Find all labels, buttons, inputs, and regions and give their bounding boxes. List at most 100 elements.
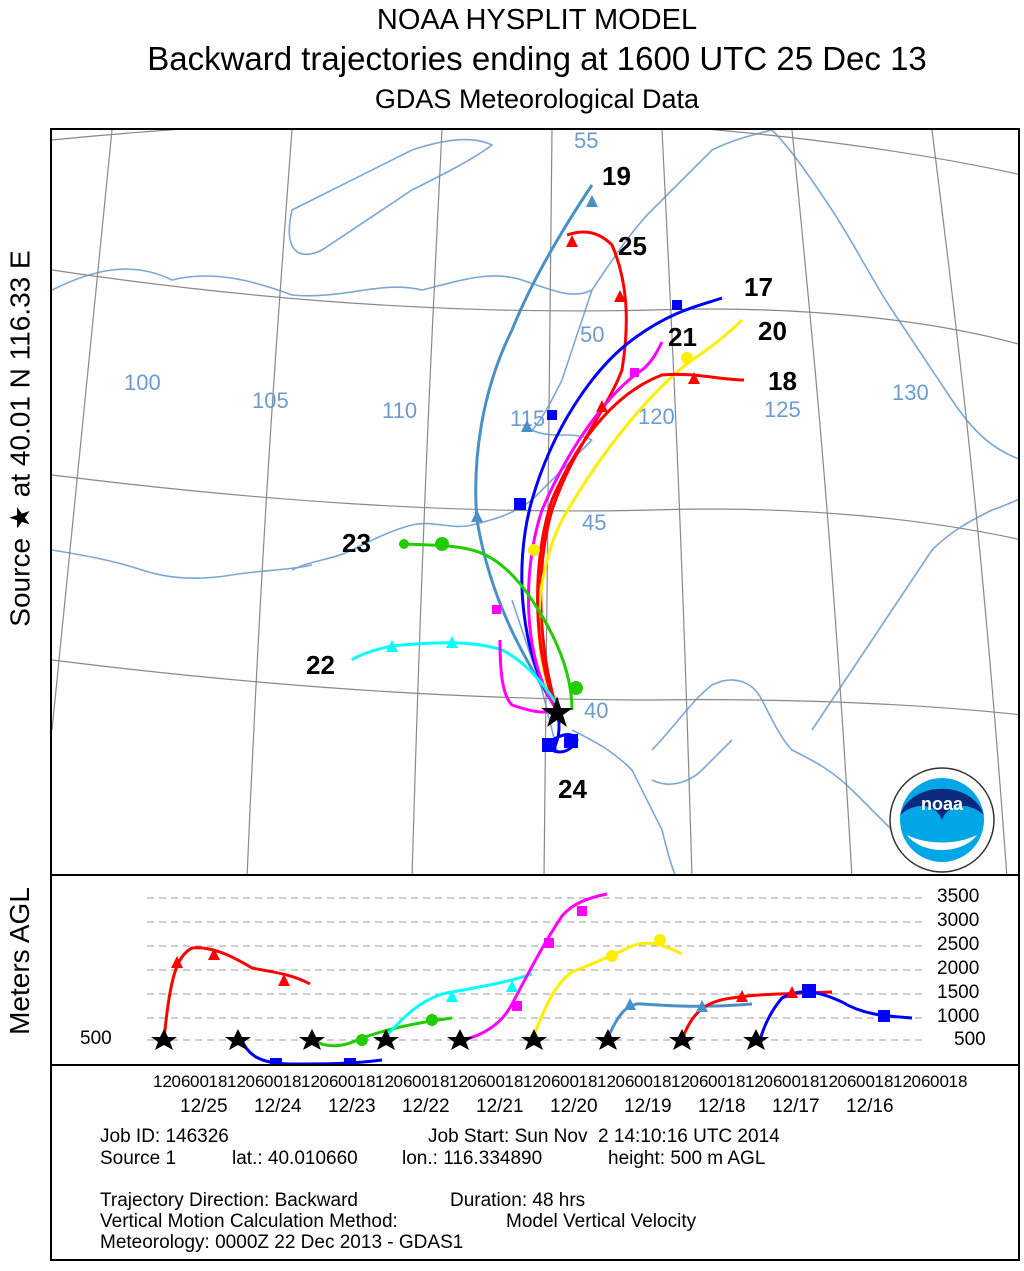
- vertical-axis-label: Meters AGL: [4, 887, 35, 1035]
- label-19: 19: [602, 161, 631, 191]
- trajectory-19-line: [474, 184, 594, 711]
- marker-24b: [564, 734, 578, 748]
- time-hour-label: 00: [264, 1072, 283, 1091]
- mongolia-north-border: [52, 268, 593, 297]
- vertical-profile-canvas: [147, 892, 927, 1064]
- time-hour-label: 06: [319, 1072, 339, 1091]
- time-date-label: 12/24: [254, 1096, 302, 1117]
- time-hour-label: 12: [227, 1072, 246, 1091]
- time-date-label: 12/16: [846, 1096, 894, 1117]
- latitude-50-line: [52, 269, 1018, 345]
- marker-22: [386, 640, 398, 652]
- map-boundaries: [52, 130, 1018, 874]
- marker-17c: [514, 498, 526, 510]
- time-hour-label: 18: [800, 1072, 820, 1091]
- time-hour-label: 12: [819, 1072, 838, 1091]
- tick-2000: 2000: [937, 958, 980, 979]
- lat-label-55: 55: [574, 130, 598, 153]
- vertical-profile-panel: 500 3500 3000 2500 2000 1500 1000 500: [50, 876, 1020, 1066]
- hebei-border: [511, 599, 558, 751]
- russia-china-border: [591, 130, 1018, 460]
- vertical-method: Vertical Motion Calculation Method:: [100, 1211, 398, 1232]
- label-18: 18: [768, 366, 797, 396]
- source-height-stars: [151, 1029, 769, 1050]
- tick-3500: 3500: [937, 886, 980, 907]
- longitude-125-line: [791, 130, 853, 874]
- time-hour-label: 12: [523, 1072, 542, 1091]
- profile-yellow-20: [530, 941, 683, 1041]
- noaa-logo-text: noaa: [921, 794, 964, 814]
- longitude-105-line: [246, 130, 293, 874]
- time-hour-label: 06: [245, 1072, 265, 1091]
- trajectory-direction: Trajectory Direction: Backward: [100, 1190, 358, 1211]
- time-date-label: 12/21: [476, 1096, 524, 1117]
- marker-21: [630, 368, 639, 377]
- lon-label-100: 100: [124, 370, 161, 395]
- time-hour-label: 00: [930, 1072, 949, 1091]
- label-23: 23: [342, 528, 371, 558]
- lon-label-130: 130: [892, 380, 929, 405]
- source-height: height: 500 m AGL: [608, 1148, 766, 1169]
- time-hour-label: 00: [782, 1072, 801, 1091]
- label-25: 25: [618, 231, 647, 261]
- trajectory-number-labels: 19 25 17 20 21 18 23 22 24: [306, 161, 797, 804]
- profile-cyan-22: [380, 972, 533, 1042]
- marker-20b: [528, 544, 540, 556]
- time-hour-label: 00: [412, 1072, 431, 1091]
- label-17: 17: [744, 272, 773, 302]
- vertical-method-value: Model Vertical Velocity: [506, 1211, 697, 1232]
- tick-2500: 2500: [937, 934, 980, 955]
- source-name: Source 1: [100, 1148, 177, 1169]
- time-hour-label: 18: [948, 1072, 968, 1091]
- time-date-label: 12/22: [402, 1096, 450, 1117]
- time-hour-label: 12: [597, 1072, 616, 1091]
- time-hour-label: 12: [301, 1072, 320, 1091]
- time-hour-label: 00: [338, 1072, 357, 1091]
- trajectory-magenta-low: [498, 639, 558, 714]
- northeast-coast: [651, 679, 913, 851]
- time-hour-label: 12: [449, 1072, 468, 1091]
- time-hour-label: 18: [726, 1072, 746, 1091]
- marker-22b: [446, 636, 458, 648]
- plot-title-line-3: GDAS Meteorological Data: [374, 84, 700, 114]
- tick-1000: 1000: [937, 1006, 980, 1027]
- time-date-label: 12/25: [180, 1096, 228, 1117]
- time-hour-label: 00: [560, 1072, 579, 1091]
- graticule: [52, 130, 1018, 874]
- time-hour-label: 00: [634, 1072, 653, 1091]
- plot-title-line-1: NOAA HYSPLIT MODEL: [376, 4, 698, 36]
- plot-title-line-2: Backward trajectories ending at 1600 UTC…: [147, 40, 927, 77]
- time-hour-label: 12: [893, 1072, 912, 1091]
- marker-18b: [596, 400, 608, 412]
- time-hour-label: 06: [911, 1072, 931, 1091]
- noaa-logo: noaa: [889, 767, 995, 873]
- time-hour-label: 18: [874, 1072, 894, 1091]
- source-location-label: Source ★ at 40.01 N 116.33 E: [4, 250, 36, 627]
- label-21: 21: [668, 322, 697, 352]
- marker-19b: [521, 420, 533, 432]
- inner-mongolia-border: [291, 439, 593, 571]
- longitude-110-line: [411, 130, 443, 874]
- lat-label-40: 40: [584, 698, 608, 723]
- marker-23: [399, 539, 409, 549]
- profile-steelblue-19: [605, 1002, 753, 1041]
- time-date-label: 12/17: [772, 1096, 820, 1117]
- marker-23c: [569, 681, 583, 695]
- marker-23b: [435, 537, 449, 551]
- time-hour-label: 06: [393, 1072, 413, 1091]
- trajectory-21-line: [527, 341, 664, 711]
- longitude-120-line: [661, 130, 693, 874]
- time-hour-label: 00: [190, 1072, 209, 1091]
- latitude-55-line: [52, 130, 1018, 175]
- time-hour-label: 12: [153, 1072, 172, 1091]
- label-24: 24: [558, 774, 587, 804]
- lon-label-105: 105: [252, 388, 289, 413]
- source-lon: lon.: 116.334890: [402, 1148, 543, 1169]
- marker-19c: [471, 510, 483, 522]
- time-hour-label: 18: [578, 1072, 598, 1091]
- profile-magenta-21: [461, 892, 608, 1042]
- marker-25b: [566, 235, 578, 247]
- time-hour-label: 18: [652, 1072, 672, 1091]
- time-hour-label: 06: [615, 1072, 635, 1091]
- time-hour-label: 18: [356, 1072, 376, 1091]
